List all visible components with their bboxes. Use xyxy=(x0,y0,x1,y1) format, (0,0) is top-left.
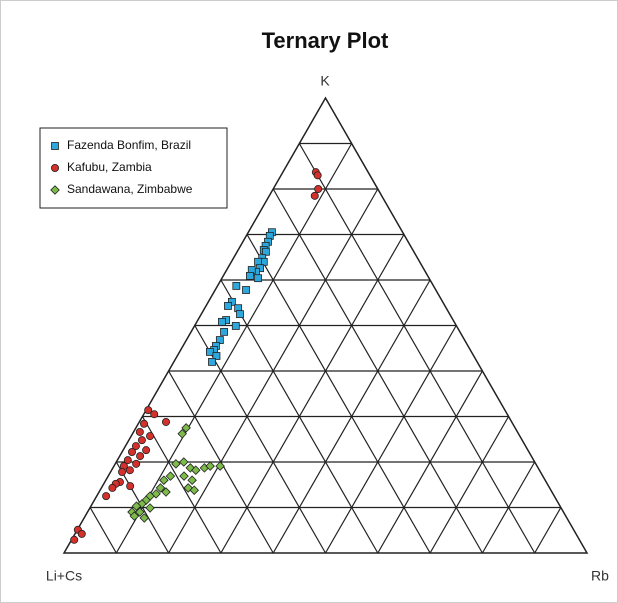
marker-circle xyxy=(144,406,153,415)
marker-circle xyxy=(102,492,111,501)
marker-diamond xyxy=(155,483,166,493)
grid-line xyxy=(220,234,405,554)
chart-title: Ternary Plot xyxy=(262,28,389,53)
marker-circle xyxy=(125,466,134,475)
marker-diamond xyxy=(135,507,145,517)
grid-line xyxy=(246,234,431,554)
marker-circle xyxy=(123,456,132,465)
marker-square xyxy=(242,286,250,294)
marker-circle xyxy=(108,483,117,492)
marker-square xyxy=(208,357,216,366)
triangle xyxy=(62,96,589,554)
marker-diamond xyxy=(161,487,171,497)
marker-diamond xyxy=(177,429,187,439)
marker-circle xyxy=(310,191,319,200)
grid-line xyxy=(89,507,117,554)
marker-square xyxy=(261,247,270,256)
marker-circle xyxy=(132,459,141,468)
marker-diamond xyxy=(131,501,142,511)
marker-square xyxy=(51,142,59,150)
grid-line xyxy=(377,370,483,554)
grid-line xyxy=(115,143,353,554)
marker-circle xyxy=(126,482,135,491)
marker-circle xyxy=(70,535,79,544)
grid-line xyxy=(324,325,457,554)
marker-diamond xyxy=(181,423,191,433)
marker-diamond xyxy=(129,511,140,521)
grid-line xyxy=(481,461,536,554)
grid-line xyxy=(534,507,562,554)
marker-diamond xyxy=(171,459,181,469)
vertex-label: K xyxy=(320,73,330,89)
marker-diamond xyxy=(189,485,199,495)
grid-line xyxy=(298,143,536,554)
marker-square xyxy=(220,327,228,336)
marker-square xyxy=(224,302,232,310)
marker-square xyxy=(231,322,240,330)
marker-square xyxy=(236,310,244,319)
grid-line xyxy=(194,325,327,554)
marker-circle xyxy=(136,452,145,461)
marker-diamond xyxy=(145,503,155,513)
legend-label: Sandawana, Zimbabwe xyxy=(67,182,193,196)
vertex-label: Rb xyxy=(591,568,609,584)
marker-diamond xyxy=(191,465,201,475)
marker-diamond xyxy=(50,185,60,195)
marker-square xyxy=(254,257,262,266)
marker-circle xyxy=(150,410,159,419)
marker-diamond xyxy=(137,499,147,509)
marker-diamond xyxy=(179,457,189,467)
marker-square xyxy=(227,297,236,306)
marker-diamond xyxy=(215,461,225,471)
marker-square xyxy=(246,272,254,280)
vertex-label: Li+Cs xyxy=(46,568,82,584)
marker-circle xyxy=(77,529,86,538)
grid-line xyxy=(429,416,510,554)
marker-square xyxy=(218,317,226,326)
grid-line xyxy=(141,416,222,554)
marker-circle xyxy=(127,447,136,456)
marker-square xyxy=(232,282,241,290)
marker-diamond xyxy=(165,471,176,481)
marker-circle xyxy=(313,171,322,180)
marker-diamond xyxy=(139,513,150,523)
marker-diamond xyxy=(205,461,215,471)
marker-diamond xyxy=(159,475,169,485)
marker-circle xyxy=(137,436,146,445)
grid-line xyxy=(168,370,274,554)
marker-circle xyxy=(314,184,323,193)
marker-circle xyxy=(131,442,140,451)
marker-circle xyxy=(135,427,144,436)
marker-circle xyxy=(140,419,149,428)
marker-square xyxy=(254,274,262,283)
marker-diamond xyxy=(187,475,197,485)
marker-square xyxy=(212,352,221,360)
marker-circle xyxy=(51,163,60,172)
marker-square xyxy=(206,347,214,356)
marker-square xyxy=(215,336,224,344)
legend-label: Fazenda Bonfim, Brazil xyxy=(67,138,191,152)
legend-box xyxy=(39,127,228,209)
marker-diamond xyxy=(179,471,189,481)
marker-circle xyxy=(161,417,170,426)
marker-circle xyxy=(142,446,151,455)
legend-label: Kafubu, Zambia xyxy=(67,160,152,174)
marker-circle xyxy=(146,432,155,441)
marker-circle xyxy=(118,468,127,477)
